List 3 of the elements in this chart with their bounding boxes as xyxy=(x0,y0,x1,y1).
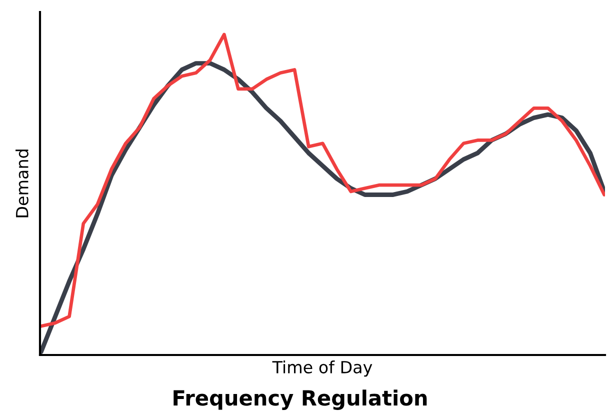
x-axis-title: Time of Day xyxy=(272,360,372,377)
text: Frequency Regulation xyxy=(174,390,427,410)
y-axis-title: Demand xyxy=(16,150,28,218)
